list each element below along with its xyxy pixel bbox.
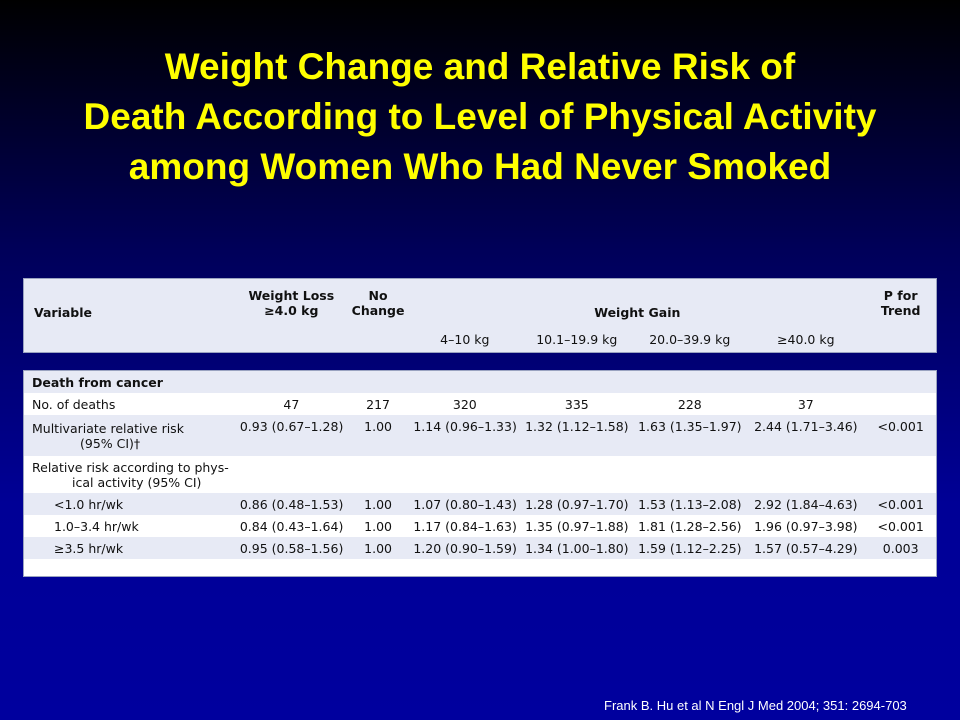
table-row: <1.0 hr/wk 0.86 (0.48–1.53) 1.00 1.07 (0… [24,493,936,515]
cell: 228 [677,396,702,412]
title-line-1: Weight Change and Relative Risk of [164,46,796,87]
cell: 1.63 (1.35–1.97) [633,415,747,456]
row-label: Relative risk according to phys- ical ac… [24,456,936,493]
header-weight-loss-line1: Weight Loss [248,288,335,303]
cell: 1.59 (1.12–2.25) [633,537,747,559]
title-line-3: among Women Who Had Never Smoked [128,146,832,187]
table-row: 1.0–3.4 hr/wk 0.84 (0.43–1.64) 1.00 1.17… [24,515,936,537]
cell: 335 [564,396,589,412]
row-label: 1.0–3.4 hr/wk [54,518,139,534]
table-row: No. of deaths 47 217 320 335 228 37 [24,393,936,415]
cell: 1.35 (0.97–1.88) [525,518,629,534]
row-label-line2: ical activity (95% CI) [72,474,202,490]
row-label: Multivariate relative risk (95% CI)† [24,415,236,456]
row-label-line1: Relative risk according to phys- [32,459,229,475]
header-gain-20-40: 20.0–39.9 kg [649,331,731,347]
table-row: Multivariate relative risk (95% CI)† 0.9… [24,415,936,456]
row-label-line2: (95% CI)† [80,435,141,451]
cell: 0.86 (0.48–1.53) [235,493,347,515]
cell: 0.95 (0.58–1.56) [235,537,347,559]
cell: 2.92 (1.84–4.63) [746,493,866,515]
cell: <0.001 [865,493,936,515]
cell: 0.93 (0.67–1.28) [235,415,347,456]
cell: 1.53 (1.13–2.08) [633,493,747,515]
cell: 1.00 [346,493,410,515]
row-label: ≥3.5 hr/wk [24,537,236,559]
cell: 1.14 (0.96–1.33) [409,415,521,456]
section-title: Death from cancer [24,371,936,393]
header-p-trend-line2: Trend [880,303,921,318]
row-label-line1: Multivariate relative risk [32,420,184,436]
cell: 1.00 [346,537,410,559]
header-gain-4-10: 4–10 kg [440,331,490,347]
cell: 47 [283,396,300,412]
cell: 37 [797,396,814,412]
cell: 217 [366,396,391,412]
header-weight-gain: Weight Gain [594,304,681,320]
header-no-change-line1: No [368,288,388,303]
cell: 1.00 [364,518,392,534]
header-gain-40: ≥40.0 kg [777,331,835,347]
cell: <0.001 [877,518,924,534]
cell: 1.34 (1.00–1.80) [520,537,634,559]
table-row: Relative risk according to phys- ical ac… [24,456,936,493]
cell: <0.001 [865,415,936,456]
cell: 0.84 (0.43–1.64) [239,518,344,534]
cell [865,393,936,415]
section-row: Death from cancer [24,371,936,393]
cell: 1.07 (0.80–1.43) [409,493,521,515]
cell: 320 [452,396,477,412]
cell: 1.00 [346,415,410,456]
title-line-2: Death According to Level of Physical Act… [83,96,877,137]
cell: 0.003 [865,537,936,559]
table-row: ≥3.5 hr/wk 0.95 (0.58–1.56) 1.00 1.20 (0… [24,537,936,559]
citation: Frank B. Hu et al N Engl J Med 2004; 351… [604,698,907,713]
cell: 1.81 (1.28–2.56) [638,518,742,534]
slide-title: Weight Change and Relative Risk of Death… [0,42,960,192]
header-p-trend: P for Trend [865,279,936,327]
header-weight-loss-line2: ≥4.0 kg [264,303,319,318]
header-p-trend-line1: P for [883,288,918,303]
header-weight-loss: Weight Loss ≥4.0 kg [236,279,347,327]
row-label: <1.0 hr/wk [24,493,236,515]
header-no-change: No Change [347,279,410,327]
row-label: No. of deaths [32,396,116,412]
cell: 1.28 (0.97–1.70) [520,493,634,515]
cell: 1.17 (0.84–1.63) [413,518,517,534]
table-body: Death from cancer No. of deaths 47 217 3… [23,370,937,577]
cell: 1.32 (1.12–1.58) [520,415,634,456]
cell: 1.20 (0.90–1.59) [409,537,521,559]
cell: 1.57 (0.57–4.29) [746,537,866,559]
cell: 2.44 (1.71–3.46) [746,415,866,456]
header-gain-10-20: 10.1–19.9 kg [536,331,618,347]
table-header: Variable Weight Loss ≥4.0 kg No Change W… [23,278,937,353]
header-variable: Variable [34,304,93,320]
header-no-change-line2: Change [351,303,405,318]
cell: 1.96 (0.97–3.98) [754,518,858,534]
